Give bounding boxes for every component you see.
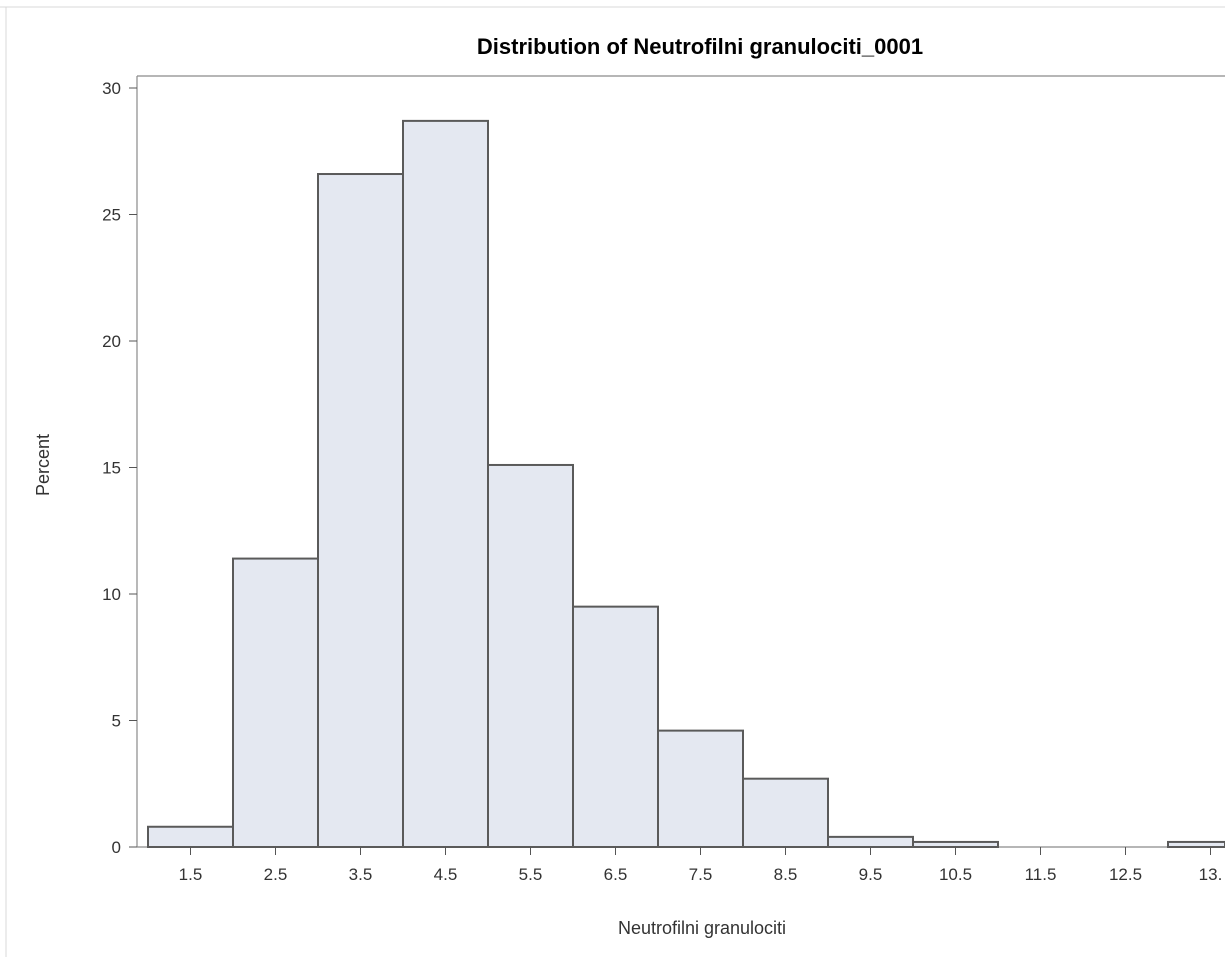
histogram-bar-4 — [487, 463, 574, 848]
y-tick-label-0: 0 — [112, 838, 121, 857]
x-tick-label-9: 10.5 — [939, 865, 972, 884]
x-tick-label-7: 8.5 — [774, 865, 798, 884]
histogram-bar-2 — [317, 173, 404, 848]
bars-layer — [147, 119, 1225, 849]
x-tick-label-3: 4.5 — [434, 865, 458, 884]
y-axis-label: Percent — [33, 434, 53, 496]
y-tick-label-1: 5 — [112, 712, 121, 731]
histogram-bar-7 — [742, 777, 829, 848]
x-tick-label-12: 13. — [1199, 865, 1223, 884]
x-tick-label-11: 12.5 — [1109, 865, 1142, 884]
x-tick-label-10: 11.5 — [1025, 865, 1057, 884]
histogram-bar-5 — [572, 605, 659, 849]
y-tick-label-2: 10 — [102, 585, 121, 604]
x-axis-label: Neutrofilni granulociti — [618, 918, 786, 938]
histogram-bar-3 — [402, 119, 489, 848]
histogram-bar-9 — [912, 840, 999, 849]
y-ticks-layer: 0 5 10 15 20 25 30 — [102, 79, 137, 857]
chart-title: Distribution of Neutrofilni granulociti_… — [477, 34, 923, 59]
x-tick-label-8: 9.5 — [859, 865, 883, 884]
x-tick-label-2: 3.5 — [349, 865, 373, 884]
x-ticks-layer: 1.5 2.5 3.5 4.5 5.5 6.5 7.5 8.5 9.5 10.5 11.5 12.5 1… — [179, 847, 1223, 884]
y-tick-label-4: 20 — [102, 332, 121, 351]
y-tick-label-3: 15 — [102, 459, 121, 478]
x-tick-label-0: 1.5 — [179, 865, 203, 884]
y-tick-label-6: 30 — [102, 79, 121, 98]
x-tick-label-6: 7.5 — [689, 865, 713, 884]
histogram-bar-8 — [827, 835, 914, 849]
x-tick-label-4: 5.5 — [519, 865, 543, 884]
y-tick-label-5: 25 — [102, 206, 121, 225]
histogram-bar-0 — [147, 825, 234, 849]
histogram-bar-1 — [232, 557, 319, 849]
histogram-bar-12 — [1167, 840, 1225, 849]
x-tick-label-5: 6.5 — [604, 865, 628, 884]
histogram-bar-6 — [657, 729, 744, 848]
x-tick-label-1: 2.5 — [264, 865, 288, 884]
